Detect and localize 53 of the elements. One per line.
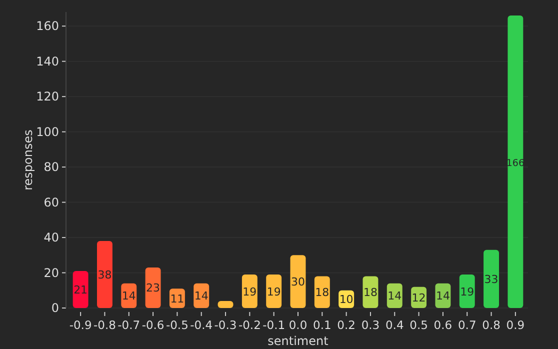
x-tick-label: 0.6: [434, 318, 452, 332]
data-label: 30: [291, 276, 305, 289]
data-label: 14: [436, 290, 450, 303]
data-label: 14: [388, 290, 402, 303]
x-tick-label: 0.8: [482, 318, 500, 332]
x-tick-label: 0.1: [313, 318, 332, 332]
data-label: 12: [412, 291, 426, 304]
x-tick-label: -0.6: [142, 318, 164, 332]
data-label: 19: [266, 285, 281, 298]
y-tick-label: 60: [44, 195, 59, 210]
bar: [218, 300, 234, 308]
x-tick-label: 0.5: [410, 318, 428, 332]
y-tick-label: 160: [36, 19, 59, 34]
data-label: 10: [339, 293, 354, 306]
data-label: 18: [363, 286, 378, 300]
x-tick-label: 0.9: [506, 318, 525, 332]
bar: [72, 271, 88, 308]
y-axis-title: responses: [21, 130, 35, 190]
data-label: 18: [315, 286, 330, 300]
y-tick-label: 80: [44, 160, 59, 174]
x-axis-title: sentiment: [268, 334, 329, 348]
y-tick-label: 20: [44, 266, 59, 280]
x-tick-label: -0.9: [69, 318, 92, 332]
data-label: 19: [242, 285, 257, 298]
y-tick-label: 120: [36, 90, 59, 104]
x-tick-label: 0.4: [385, 318, 404, 332]
x-tick-label: -0.7: [118, 318, 140, 332]
x-tick-label: 0.3: [361, 318, 380, 332]
y-tick-label: 0: [51, 301, 59, 315]
bar: [508, 16, 524, 308]
y-tick-label: 140: [36, 54, 59, 68]
bar: [145, 267, 161, 308]
bar: [484, 250, 500, 308]
y-tick-label: 40: [44, 230, 59, 245]
data-label: 23: [146, 282, 160, 295]
x-tick-label: -0.3: [214, 318, 237, 332]
x-tick-label: -0.5: [166, 318, 188, 332]
x-tick-label: -0.4: [190, 318, 213, 332]
bar: [96, 241, 112, 308]
data-label: 19: [460, 285, 474, 298]
data-label: 38: [98, 268, 112, 282]
data-label: 14: [194, 290, 208, 303]
x-tick-label: 0.7: [458, 318, 476, 332]
data-label: 33: [484, 272, 498, 286]
data-label: 21: [74, 284, 88, 296]
x-tick-label: -0.8: [93, 318, 116, 332]
x-tick-label: 0.0: [288, 318, 308, 332]
data-label: 14: [122, 290, 136, 303]
x-tick-label: -0.2: [238, 318, 261, 332]
x-tick-label: 0.2: [337, 318, 356, 332]
x-tick-label: -0.1: [262, 318, 286, 332]
data-label: 11: [170, 292, 184, 306]
y-tick-label: 100: [36, 124, 59, 139]
